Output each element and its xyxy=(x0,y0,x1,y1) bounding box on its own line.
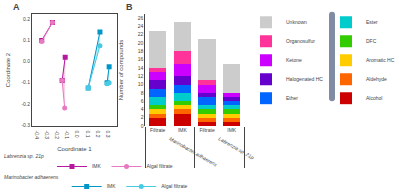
svg-text:Algal filtrate: Algal filtrate xyxy=(147,163,173,169)
svg-text:16: 16 xyxy=(138,56,144,62)
svg-text:0.2: 0.2 xyxy=(23,16,30,22)
svg-text:-0.2: -0.2 xyxy=(54,131,60,140)
svg-text:Ester: Ester xyxy=(366,19,378,25)
svg-text:-0.1: -0.1 xyxy=(64,131,70,140)
svg-text:Marinobacter adhaerens: Marinobacter adhaerens xyxy=(4,174,59,180)
svg-text:6: 6 xyxy=(141,98,144,104)
svg-text:10: 10 xyxy=(138,81,144,87)
svg-text:Labrenzia sp. 21p: Labrenzia sp. 21p xyxy=(4,153,44,159)
svg-text:Halogenated HC: Halogenated HC xyxy=(286,76,323,82)
svg-text:20: 20 xyxy=(138,40,144,46)
svg-text:Aldehyde: Aldehyde xyxy=(366,76,387,82)
svg-text:Unknown: Unknown xyxy=(286,19,307,25)
svg-text:Aromatic HC: Aromatic HC xyxy=(366,57,395,63)
svg-text:Organosulfur: Organosulfur xyxy=(286,38,315,44)
svg-text:Marinobacter adhaerens: Marinobacter adhaerens xyxy=(168,135,218,168)
svg-text:DFC: DFC xyxy=(366,38,377,44)
svg-text:Algal filtrate: Algal filtrate xyxy=(161,183,187,189)
svg-text:0.0: 0.0 xyxy=(23,58,30,64)
svg-text:24: 24 xyxy=(138,23,144,29)
svg-text:18: 18 xyxy=(138,48,144,54)
svg-text:-0.3: -0.3 xyxy=(21,122,30,128)
svg-text:0.0: 0.0 xyxy=(74,131,80,138)
svg-text:-0.3: -0.3 xyxy=(44,131,50,140)
svg-text:26: 26 xyxy=(138,15,144,21)
svg-text:0: 0 xyxy=(141,123,144,129)
svg-text:0.2: 0.2 xyxy=(95,131,101,138)
svg-text:Alcohol: Alcohol xyxy=(366,95,382,101)
svg-text:-0.1: -0.1 xyxy=(21,79,30,85)
svg-text:Ketone: Ketone xyxy=(286,57,302,63)
svg-text:Filtrate: Filtrate xyxy=(199,127,215,133)
svg-text:12: 12 xyxy=(138,73,144,79)
svg-text:22: 22 xyxy=(138,31,144,37)
svg-text:A: A xyxy=(13,2,20,12)
svg-text:Number of compounds: Number of compounds xyxy=(118,40,124,101)
svg-text:4: 4 xyxy=(141,106,144,112)
svg-text:B: B xyxy=(126,2,133,12)
svg-text:-0.4: -0.4 xyxy=(34,131,40,140)
svg-text:2: 2 xyxy=(141,114,144,120)
svg-text:0.1: 0.1 xyxy=(85,131,91,138)
svg-text:IMK: IMK xyxy=(92,163,102,169)
svg-text:0.3: 0.3 xyxy=(105,131,111,138)
svg-text:14: 14 xyxy=(138,65,144,71)
svg-text:8: 8 xyxy=(141,90,144,96)
svg-text:IMK: IMK xyxy=(107,183,117,189)
svg-text:Coordinate 2: Coordinate 2 xyxy=(5,52,11,87)
svg-text:-0.2: -0.2 xyxy=(21,101,30,107)
svg-text:Filtrate: Filtrate xyxy=(150,127,166,133)
svg-text:Coordinate 1: Coordinate 1 xyxy=(57,146,92,152)
svg-text:Labrenzia sp. 21p: Labrenzia sp. 21p xyxy=(218,135,256,160)
svg-text:IMK: IMK xyxy=(178,127,188,133)
svg-text:IMK: IMK xyxy=(227,127,237,133)
svg-text:Ether: Ether xyxy=(286,95,298,101)
svg-text:0.1: 0.1 xyxy=(23,37,30,43)
